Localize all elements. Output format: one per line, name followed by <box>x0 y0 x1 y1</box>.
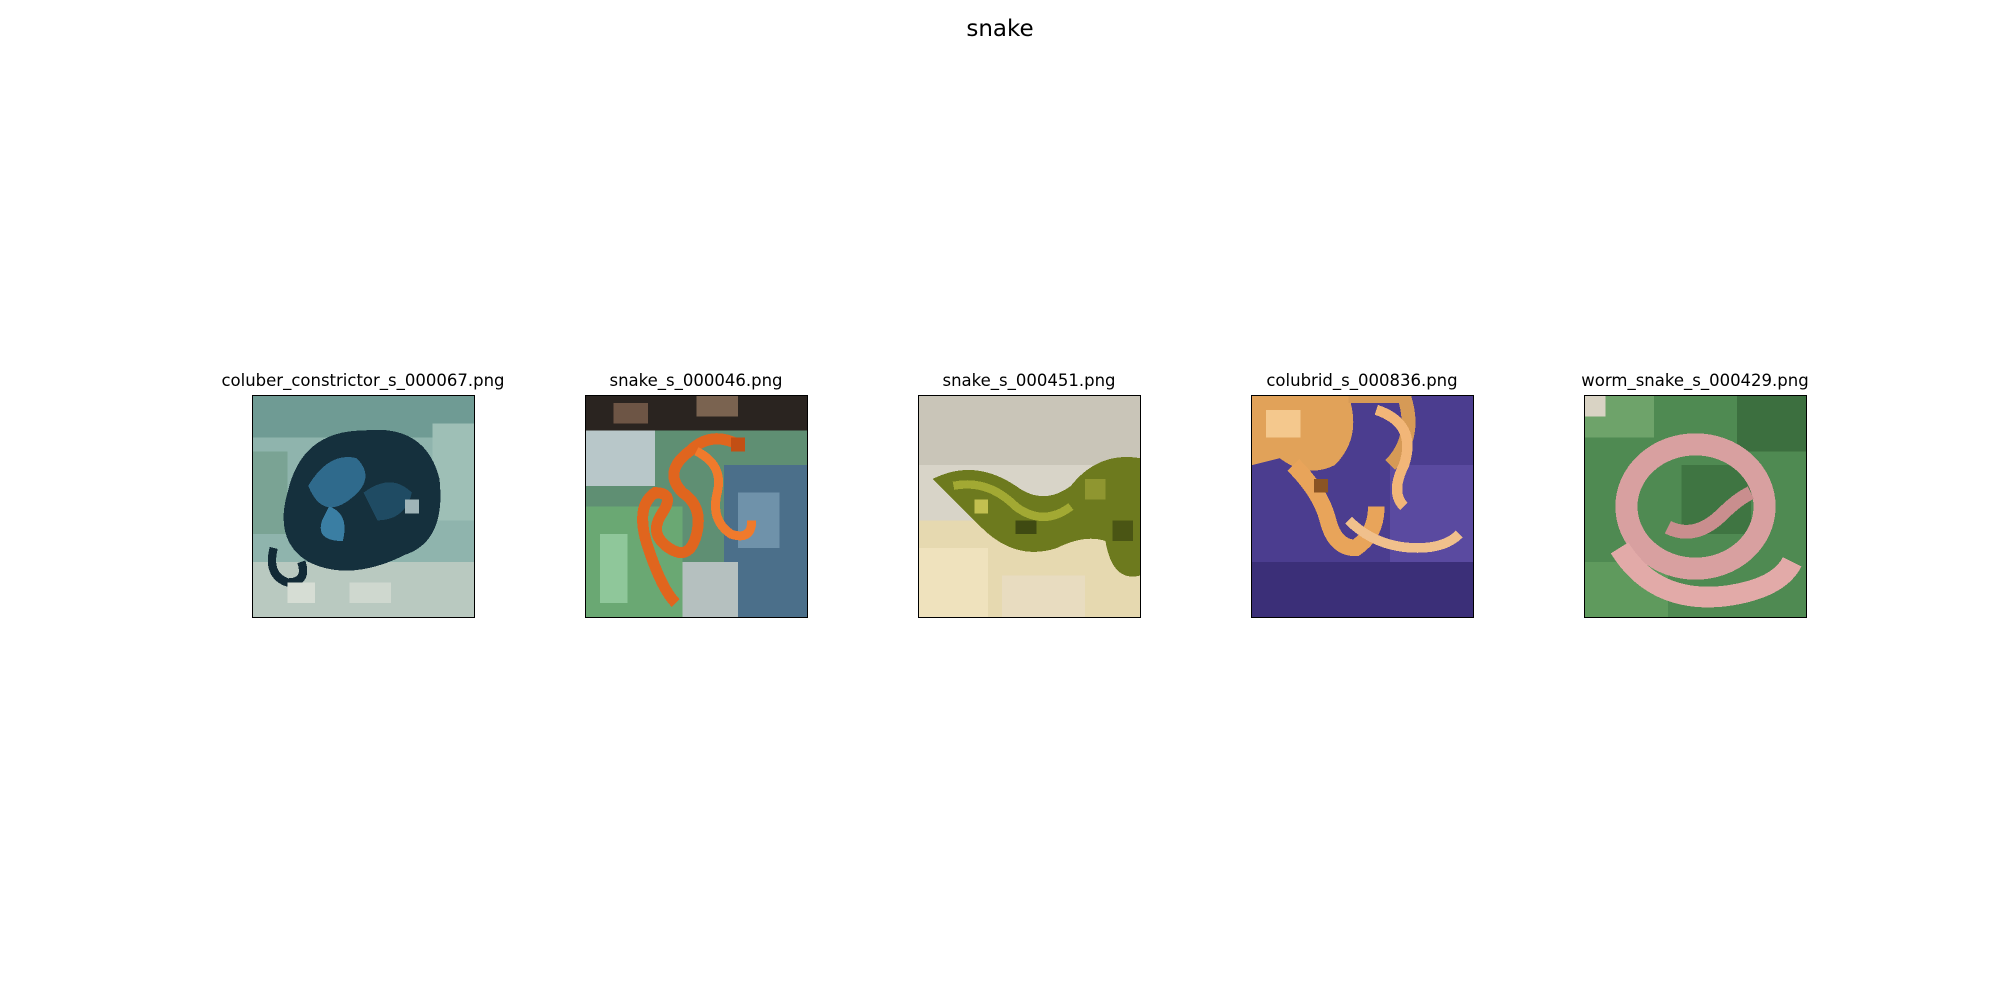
image-panel: snake_s_000451.png <box>879 370 1179 618</box>
image-panel: worm_snake_s_000429.png <box>1545 370 1845 618</box>
image-title: coluber_constrictor_s_000067.png <box>221 371 505 390</box>
image-title: snake_s_000046.png <box>609 371 783 390</box>
snake-image <box>584 395 808 618</box>
image-panel: coluber_constrictor_s_000067.png <box>213 370 513 618</box>
figure-title: snake <box>966 16 1034 42</box>
image-title: worm_snake_s_000429.png <box>1581 371 1809 390</box>
snake-image <box>917 395 1141 618</box>
snake-image <box>1250 395 1474 618</box>
image-panel: colubrid_s_000836.png <box>1212 370 1512 618</box>
snake-image <box>251 395 475 618</box>
snake-image <box>1583 395 1807 618</box>
image-title: colubrid_s_000836.png <box>1266 371 1458 390</box>
image-panel: snake_s_000046.png <box>546 370 846 618</box>
image-title: snake_s_000451.png <box>942 371 1116 390</box>
